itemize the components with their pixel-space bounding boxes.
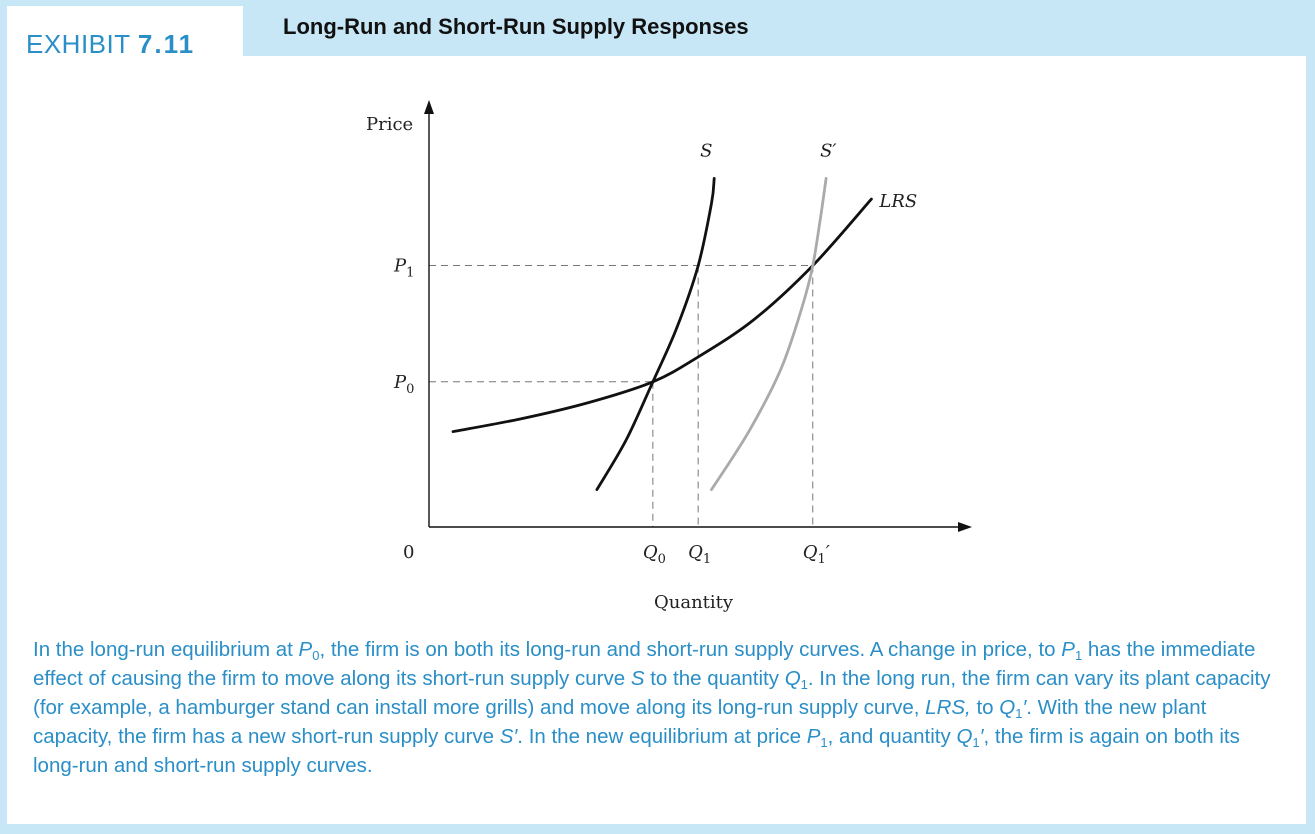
curve-s-prime: [710, 177, 828, 491]
caption-segment: 1: [1074, 648, 1083, 663]
caption-segment: 0: [312, 648, 320, 663]
caption-segment: ′: [979, 725, 984, 748]
supply-curves: [451, 177, 873, 491]
label-curve-s-prime: S′: [820, 140, 836, 161]
caption-segment: 1: [1015, 706, 1023, 721]
caption-segment: . In the new equilibrium at price: [517, 725, 807, 748]
caption-segment: Q: [999, 696, 1016, 719]
chart-title: Long-Run and Short-Run Supply Responses: [283, 14, 749, 39]
label-q1: Q1: [688, 542, 711, 567]
exhibit-number: 7.11: [137, 29, 196, 59]
caption-segment: to: [970, 696, 1000, 719]
caption: In the long-run equilibrium at P0, the f…: [33, 635, 1283, 780]
caption-segment: to the quantity: [644, 667, 785, 690]
caption-segment: 1: [800, 677, 808, 692]
chart-panel: [7, 56, 1306, 824]
curve-lrs: [451, 197, 873, 433]
caption-segment: Q: [784, 667, 801, 690]
y-axis-label: Price: [366, 114, 413, 135]
guide-lines: [429, 265, 814, 527]
caption-segment: 1: [820, 735, 828, 750]
label-q1prime: Q1′: [803, 542, 830, 567]
label-p0: P0: [393, 372, 414, 397]
caption-segment: P: [298, 638, 313, 661]
curve-s: [595, 177, 716, 491]
caption-segment: . In the long run, the firm can vary its…: [33, 667, 1271, 719]
origin-label: 0: [403, 542, 414, 563]
caption-segment: In the long-run equilibrium at: [33, 638, 299, 661]
caption-segment: ′: [1022, 696, 1027, 719]
exhibit-label: EXHIBIT 7.11: [26, 29, 195, 60]
label-q0: Q0: [643, 542, 666, 567]
axes: [424, 100, 972, 532]
caption-segment: P: [1061, 638, 1075, 661]
caption-segment: Q: [956, 725, 973, 748]
caption-segment: 1: [972, 735, 980, 750]
x-axis-arrow: [958, 522, 972, 532]
caption-segment: , the firm is again on both its long-run…: [33, 725, 1240, 777]
caption-segment: S: [630, 667, 645, 690]
caption-segment: , and quantity: [827, 725, 957, 748]
x-axis-label: Quantity: [654, 592, 734, 613]
label-curve-lrs: LRS: [878, 191, 917, 212]
y-axis-arrow: [424, 100, 434, 114]
caption-segment: . With the new plant capacity, the firm …: [33, 696, 1207, 748]
label-curve-s: S: [700, 140, 712, 161]
caption-segment: S′: [499, 725, 518, 748]
label-p1: P1: [393, 256, 414, 281]
caption-segment: LRS,: [925, 696, 971, 719]
caption-segment: P: [806, 725, 821, 748]
caption-segment: has the immediate effect of causing the …: [33, 638, 1256, 690]
caption-segment: , the firm is on both its long-run and s…: [319, 638, 1062, 661]
exhibit-word: EXHIBIT: [26, 29, 131, 59]
level-labels: P0 P1 Q0 Q1 Q1′ LRS S S′: [393, 140, 917, 567]
